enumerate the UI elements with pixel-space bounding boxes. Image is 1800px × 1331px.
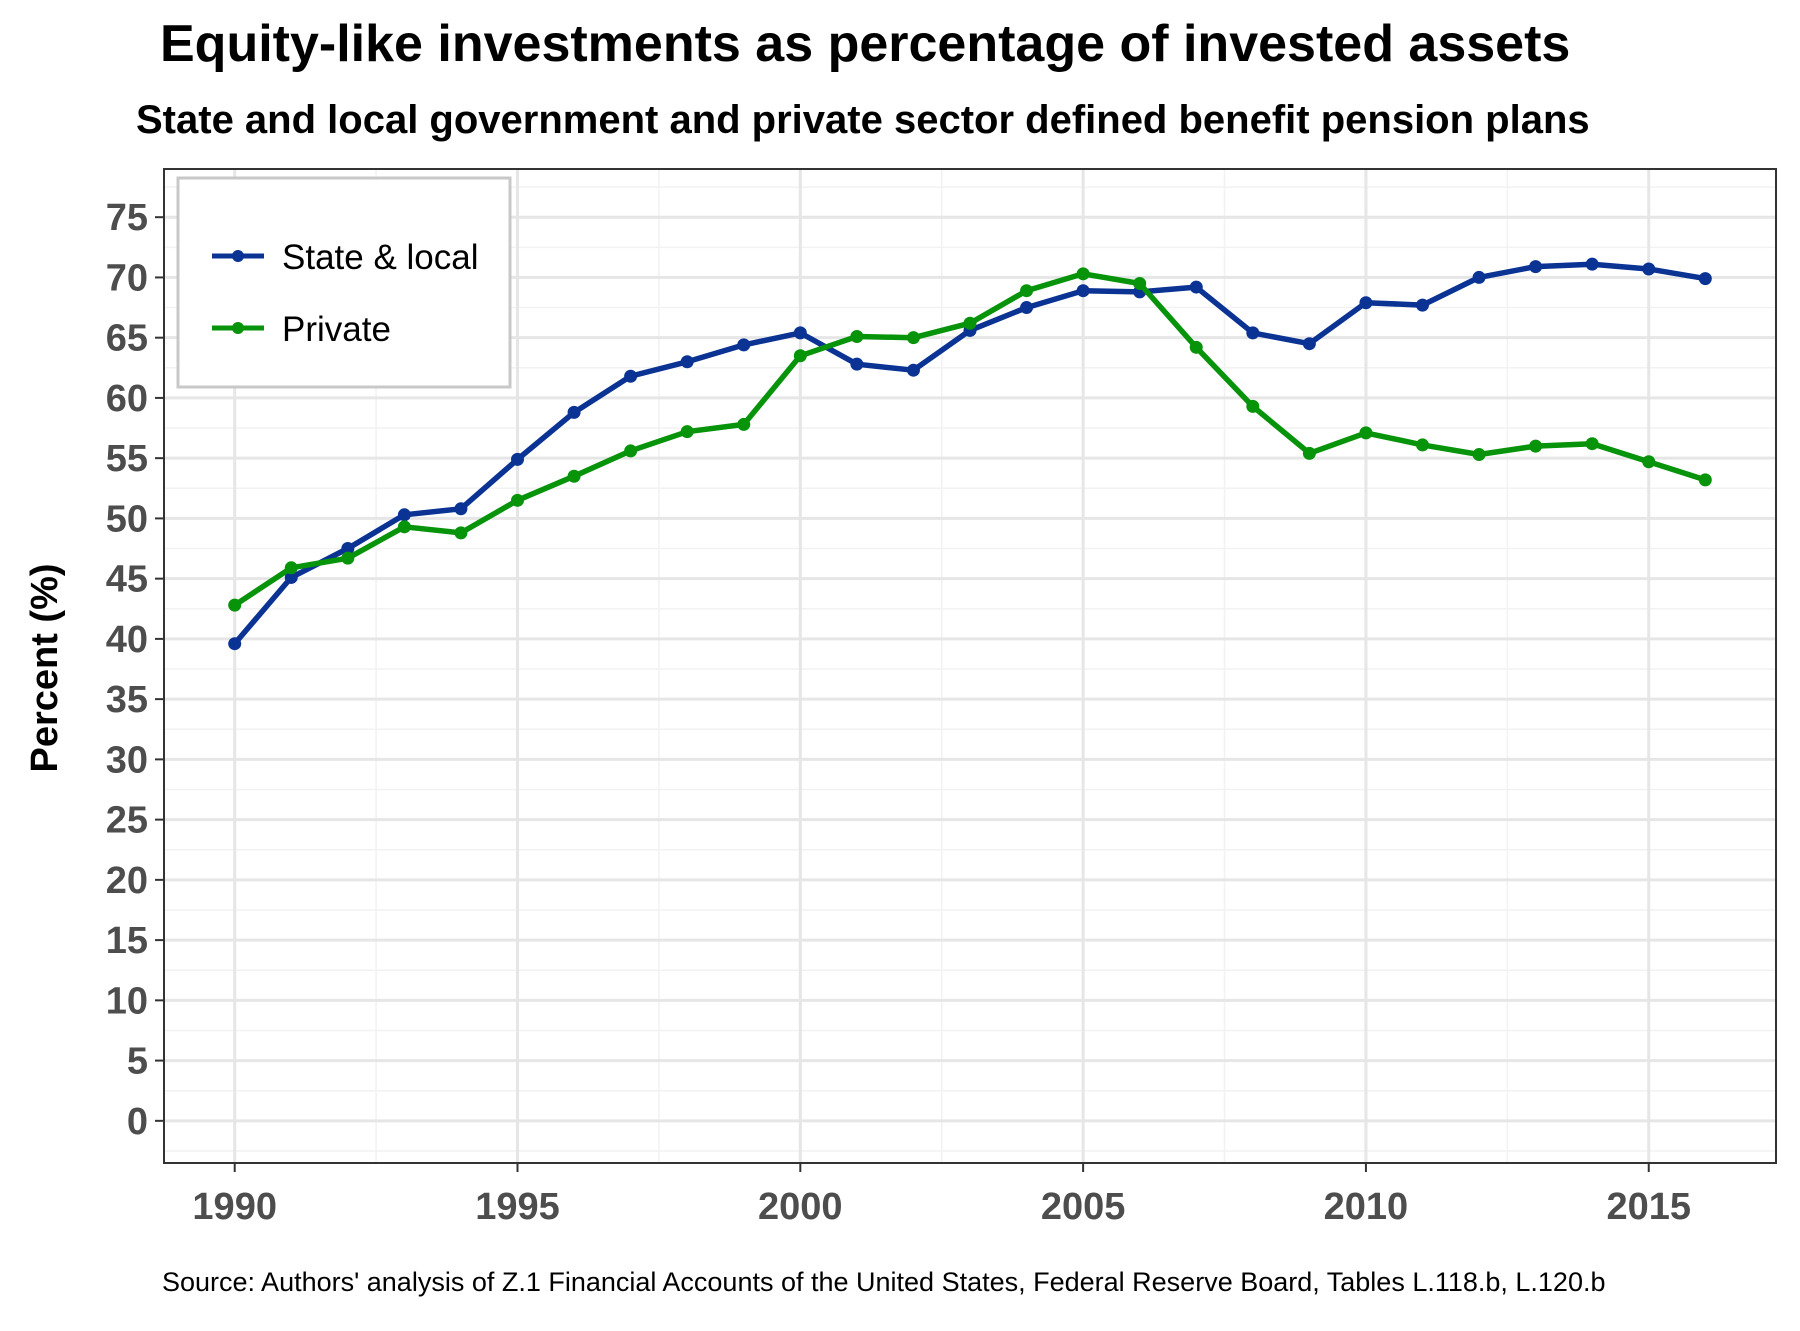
data-point-private <box>1642 455 1656 469</box>
data-point-private <box>906 331 920 345</box>
data-point-state-local <box>567 405 581 419</box>
data-point-state-local <box>624 369 638 383</box>
y-tick-label: 10 <box>106 980 148 1022</box>
data-point-private <box>511 493 525 507</box>
data-point-private <box>284 561 298 575</box>
data-point-state-local <box>1642 262 1656 276</box>
data-point-private <box>1133 276 1147 290</box>
x-tick-label: 2010 <box>1324 1186 1409 1228</box>
data-point-private <box>341 551 355 565</box>
data-point-state-local <box>737 338 751 352</box>
data-point-state-local <box>1472 270 1486 284</box>
data-point-state-local <box>511 452 525 466</box>
y-tick-label: 25 <box>106 800 148 842</box>
data-point-private <box>1359 426 1373 440</box>
data-point-private <box>793 349 807 363</box>
data-point-state-local <box>1698 272 1712 286</box>
data-point-state-local <box>454 502 468 516</box>
legend-box <box>176 176 512 389</box>
data-point-private <box>1020 284 1034 298</box>
y-tick-label: 65 <box>106 318 148 360</box>
data-point-state-local <box>850 357 864 371</box>
legend-key-marker-private <box>232 322 244 334</box>
series-state-local <box>228 257 1712 651</box>
y-tick-label: 30 <box>106 739 148 781</box>
data-point-private <box>680 425 694 439</box>
data-point-state-local <box>1020 301 1034 315</box>
data-point-private <box>1415 438 1429 452</box>
data-point-private <box>1698 473 1712 487</box>
data-point-state-local <box>1359 296 1373 310</box>
source-caption: Source: Authors' analysis of Z.1 Financi… <box>162 1267 1606 1297</box>
data-point-state-local <box>1302 337 1316 351</box>
chart-title: Equity-like investments as percentage of… <box>160 15 1571 73</box>
x-tick-label: 1990 <box>192 1186 277 1228</box>
data-point-state-local <box>906 363 920 377</box>
x-tick-label: 2000 <box>758 1186 843 1228</box>
y-tick-label: 0 <box>127 1101 148 1143</box>
y-axis-title: Percent (%) <box>24 563 66 772</box>
y-tick-label: 50 <box>106 498 148 540</box>
x-tick-label: 2015 <box>1606 1186 1691 1228</box>
y-tick-label: 75 <box>106 197 148 239</box>
data-point-private <box>1302 446 1316 460</box>
y-tick-label: 15 <box>106 920 148 962</box>
data-point-private <box>1529 439 1543 453</box>
data-point-state-local <box>1529 260 1543 274</box>
legend-label-state-local: State & local <box>282 238 479 277</box>
data-point-private <box>1189 340 1203 354</box>
data-point-state-local <box>284 570 298 584</box>
data-point-state-local <box>1585 257 1599 271</box>
data-point-private <box>454 526 468 540</box>
chart-subtitle: State and local government and private s… <box>136 98 1590 142</box>
y-tick-label: 40 <box>106 619 148 661</box>
data-point-private <box>1076 267 1090 281</box>
plot-panel-border <box>163 168 1777 1164</box>
data-point-state-local <box>1415 298 1429 312</box>
series-private <box>228 267 1712 612</box>
y-tick-label: 20 <box>106 860 148 902</box>
y-axis: 0 5 10 15 20 25 30 35 40 45 50 55 60 65 70 75 <box>106 197 164 1143</box>
data-point-private <box>1246 399 1260 413</box>
y-tick-label: 55 <box>106 438 148 480</box>
data-point-state-local <box>341 542 355 556</box>
grid-lines <box>164 169 1776 1163</box>
data-point-state-local <box>1189 280 1203 294</box>
x-tick-label: 2005 <box>1041 1186 1126 1228</box>
y-tick-label: 60 <box>106 378 148 420</box>
y-tick-label: 70 <box>106 257 148 299</box>
data-point-state-local <box>1076 284 1090 298</box>
data-point-state-local <box>793 326 807 340</box>
series-layer <box>228 257 1712 651</box>
data-point-state-local <box>397 508 411 522</box>
y-tick-label: 35 <box>106 679 148 721</box>
data-point-private <box>1585 437 1599 451</box>
data-point-private <box>397 520 411 534</box>
legend-key-marker-state-local <box>232 250 244 262</box>
data-point-private <box>850 329 864 343</box>
legend: State & local Private <box>176 176 512 389</box>
legend-label-private: Private <box>282 310 391 349</box>
x-axis: 1990 1995 2000 2005 2010 2015 <box>192 1163 1691 1228</box>
data-point-private <box>624 444 638 458</box>
data-point-private <box>228 598 242 612</box>
y-tick-label: 45 <box>106 559 148 601</box>
data-point-state-local <box>1246 326 1260 340</box>
data-point-state-local <box>228 637 242 651</box>
data-point-state-local <box>680 355 694 369</box>
y-tick-label: 5 <box>127 1041 148 1083</box>
data-point-private <box>1472 448 1486 462</box>
data-point-private <box>963 316 977 330</box>
data-point-private <box>567 469 581 483</box>
x-tick-label: 1995 <box>475 1186 560 1228</box>
data-point-private <box>737 417 751 431</box>
